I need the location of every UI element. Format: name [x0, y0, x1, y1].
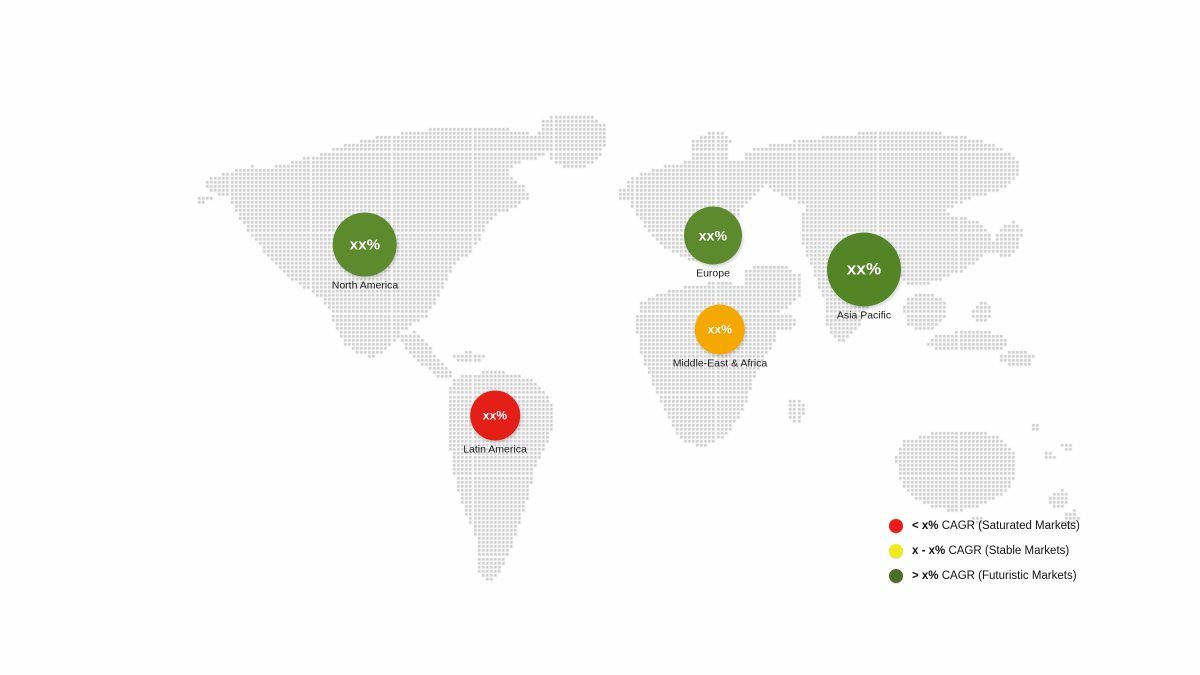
bubble-circle-europe: xx% [684, 206, 742, 265]
legend-label-futuristic: > x% CAGR (Futuristic Markets) [912, 570, 1077, 582]
legend-item-futuristic[interactable]: > x% CAGR (Futuristic Markets) [889, 569, 1080, 583]
bubble-circle-middle-east-africa: xx% [694, 304, 745, 355]
legend: < x% CAGR (Saturated Markets) x - x% CAGR… [889, 519, 1080, 583]
region-bubble-latin-america[interactable]: xx% Latin America [463, 390, 527, 456]
bubble-value-middle-east-africa: xx% [707, 322, 733, 337]
legend-item-stable[interactable]: x - x% CAGR (Stable Markets) [889, 544, 1080, 558]
bubble-value-latin-america: xx% [482, 408, 508, 423]
legend-dot-futuristic [889, 569, 903, 583]
legend-dot-stable [889, 544, 903, 558]
region-bubble-north-america[interactable]: xx% North America [331, 212, 399, 292]
region-label-north-america: North America [331, 279, 399, 292]
bubble-value-europe: xx% [698, 227, 728, 244]
region-label-europe: Europe [696, 267, 730, 280]
region-bubble-asia-pacific[interactable]: xx% Asia Pacific [827, 232, 901, 322]
bubble-value-north-america: xx% [349, 236, 381, 253]
legend-label-stable: x - x% CAGR (Stable Markets) [912, 545, 1070, 557]
legend-item-saturated[interactable]: < x% CAGR (Saturated Markets) [889, 519, 1080, 533]
region-label-latin-america: Latin America [463, 443, 527, 456]
region-label-asia-pacific: Asia Pacific [836, 309, 892, 322]
bubble-circle-latin-america: xx% [470, 390, 520, 441]
legend-dot-saturated [889, 519, 903, 533]
region-label-middle-east-africa: Middle-East & Africa [672, 357, 768, 370]
region-bubble-europe[interactable]: xx% Europe [684, 206, 742, 280]
bubble-circle-asia-pacific: xx% [827, 232, 901, 307]
bubble-value-asia-pacific: xx% [846, 259, 882, 279]
region-bubble-middle-east-africa[interactable]: xx% Middle-East & Africa [672, 304, 768, 370]
legend-label-saturated: < x% CAGR (Saturated Markets) [912, 520, 1080, 532]
bubble-circle-north-america: xx% [333, 212, 397, 277]
